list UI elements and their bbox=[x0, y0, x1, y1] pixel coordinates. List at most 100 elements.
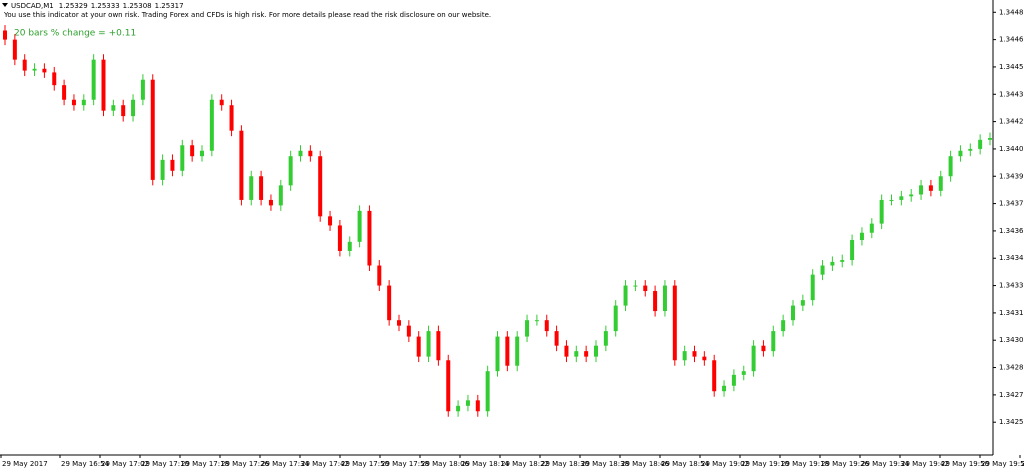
x-tick-label: 29 May 17:02 bbox=[101, 460, 149, 468]
x-tick-label: 29 May 20:0 bbox=[1021, 460, 1024, 468]
x-tick-label: 29 May 17:34 bbox=[261, 460, 310, 468]
candle-body bbox=[91, 59, 96, 100]
candle-body bbox=[150, 79, 155, 180]
candle-body bbox=[859, 232, 864, 241]
candle-body bbox=[288, 156, 293, 186]
candle-body bbox=[495, 336, 500, 372]
candle-body bbox=[978, 139, 983, 149]
y-tick-label: 1.34375 bbox=[999, 200, 1024, 208]
y-tick-label: 1.34300 bbox=[999, 336, 1024, 344]
candle-body bbox=[62, 85, 67, 100]
y-tick-label: 1.34405 bbox=[999, 145, 1024, 153]
candle-body bbox=[603, 331, 608, 346]
y-tick-label: 1.34360 bbox=[999, 227, 1024, 235]
y-tick-label: 1.34480 bbox=[999, 8, 1024, 16]
candle-body bbox=[42, 68, 47, 73]
candle-body bbox=[800, 300, 805, 306]
x-tick-label: 29 May 17:18 bbox=[181, 460, 229, 468]
candle-body bbox=[131, 99, 136, 117]
x-tick-label: 29 May 19:10 bbox=[741, 460, 789, 468]
candle-body bbox=[426, 331, 431, 357]
candle-body bbox=[32, 68, 37, 71]
candle-body bbox=[564, 345, 569, 357]
candle-body bbox=[830, 261, 835, 266]
candle-body bbox=[781, 320, 786, 332]
x-tick-label: 29 May 19:26 bbox=[821, 460, 870, 468]
candle-body bbox=[751, 345, 756, 372]
candle-body bbox=[840, 260, 845, 262]
candle-body bbox=[662, 285, 667, 312]
candle-body bbox=[731, 374, 736, 386]
candle-body bbox=[308, 150, 313, 157]
candle-body bbox=[377, 265, 382, 286]
candle-body bbox=[71, 99, 76, 106]
candle-body bbox=[190, 145, 195, 157]
candle-body bbox=[692, 351, 697, 357]
y-tick-label: 1.34435 bbox=[999, 90, 1024, 98]
x-tick-label: 29 May 17:10 bbox=[141, 460, 189, 468]
candle-body bbox=[584, 351, 589, 357]
candle-body bbox=[633, 285, 638, 287]
candle-body bbox=[594, 345, 598, 357]
candle-body bbox=[101, 59, 106, 111]
candle-body bbox=[278, 185, 283, 206]
candle-body bbox=[968, 148, 973, 151]
candle-body bbox=[850, 240, 855, 261]
y-tick-label: 1.34465 bbox=[999, 36, 1024, 44]
candle-body bbox=[761, 345, 766, 352]
candle-body bbox=[948, 156, 953, 177]
candle-body bbox=[741, 371, 746, 375]
candle-body bbox=[318, 156, 323, 217]
x-tick-label: 29 May 2017 bbox=[2, 460, 48, 468]
candle-body bbox=[544, 320, 549, 332]
header-price: 1.25333 bbox=[91, 2, 120, 10]
y-tick-label: 1.34255 bbox=[999, 418, 1024, 426]
header-price: 1.25329 bbox=[59, 2, 88, 10]
x-tick-label: 29 May 16:54 bbox=[61, 460, 110, 468]
candle-body bbox=[140, 79, 145, 100]
candle-body bbox=[643, 285, 648, 292]
candle-body bbox=[397, 320, 401, 326]
x-tick-label: 29 May 19:02 bbox=[701, 460, 749, 468]
menu-arrow[interactable] bbox=[2, 3, 8, 7]
candle-body bbox=[791, 305, 795, 321]
candle-body bbox=[672, 285, 677, 361]
candle-body bbox=[722, 385, 727, 392]
annotation: 20 bars % change = +0.11 bbox=[14, 29, 136, 39]
x-tick-label: 29 May 17:50 bbox=[341, 460, 389, 468]
x-tick-label: 29 May 18:14 bbox=[461, 460, 510, 468]
candle-body bbox=[249, 176, 254, 200]
candle-body bbox=[337, 225, 342, 251]
candle-body bbox=[574, 351, 579, 357]
candle-body bbox=[121, 105, 126, 117]
y-tick-label: 1.34420 bbox=[999, 118, 1024, 126]
candle-body bbox=[160, 159, 165, 180]
y-tick-label: 1.34450 bbox=[999, 63, 1024, 71]
x-tick-label: 29 May 19:18 bbox=[781, 460, 829, 468]
x-tick-label: 29 May 19:58 bbox=[981, 460, 1024, 468]
candle-body bbox=[938, 176, 943, 191]
candle-body bbox=[52, 72, 57, 86]
candle-body bbox=[367, 210, 372, 266]
x-tick-label: 29 May 18:38 bbox=[581, 460, 629, 468]
candle-body bbox=[534, 320, 539, 322]
candle-body bbox=[268, 199, 273, 206]
candle-body bbox=[347, 241, 352, 251]
x-tick-label: 29 May 17:26 bbox=[221, 460, 270, 468]
candle-body bbox=[712, 360, 717, 392]
header-price: 1.25308 bbox=[123, 2, 152, 10]
y-tick-label: 1.34285 bbox=[999, 364, 1024, 372]
candle-body bbox=[219, 99, 224, 106]
candle-body bbox=[22, 59, 27, 71]
candle-body bbox=[465, 400, 470, 406]
disclaimer: You use this indicator at your own risk.… bbox=[3, 11, 491, 19]
y-tick-label: 1.34270 bbox=[999, 391, 1024, 399]
candle-body bbox=[81, 99, 86, 106]
candle-body bbox=[328, 216, 333, 226]
x-tick-label: 29 May 19:50 bbox=[941, 460, 989, 468]
candle-body bbox=[919, 185, 924, 195]
candle-body bbox=[909, 194, 914, 197]
x-tick-label: 29 May 18:06 bbox=[421, 460, 470, 468]
